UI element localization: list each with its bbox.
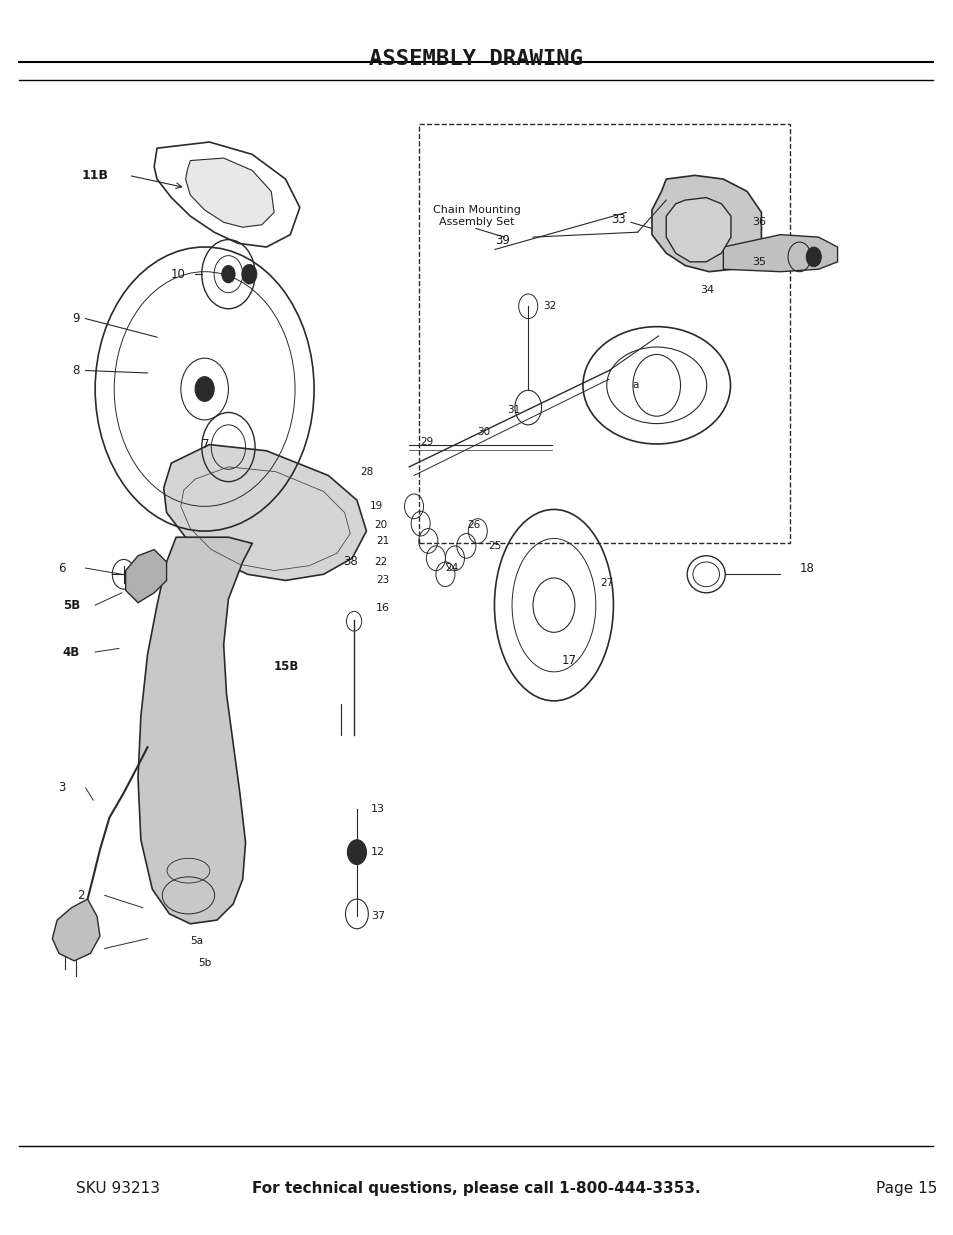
Polygon shape [651,175,760,272]
Text: 18: 18 [799,562,814,574]
Text: 33: 33 [611,214,625,226]
Text: 34: 34 [699,285,713,295]
Polygon shape [722,235,837,272]
Circle shape [195,377,213,401]
Text: 17: 17 [561,655,576,667]
Text: 19: 19 [369,501,382,511]
Text: For technical questions, please call 1-800-444-3353.: For technical questions, please call 1-8… [252,1181,700,1195]
Text: SKU 93213: SKU 93213 [76,1181,160,1195]
Text: 2: 2 [77,889,85,902]
Text: 24: 24 [445,563,458,573]
Polygon shape [164,445,366,580]
Text: 20: 20 [374,520,387,530]
Text: 27: 27 [600,578,613,588]
Text: 7: 7 [202,438,209,451]
Text: 39: 39 [495,235,509,247]
Text: 8: 8 [72,364,80,377]
Text: ASSEMBLY DRAWING: ASSEMBLY DRAWING [369,49,582,69]
Text: 36: 36 [751,217,765,227]
Polygon shape [186,158,274,227]
Circle shape [241,264,256,284]
Text: 15B: 15B [274,661,299,673]
Text: 32: 32 [543,301,557,311]
Text: 37: 37 [371,911,385,921]
Text: 5B: 5B [63,599,80,611]
Text: 5a: 5a [191,936,203,946]
Circle shape [221,266,234,283]
Text: 26: 26 [467,520,480,530]
Text: 12: 12 [371,847,385,857]
Polygon shape [52,899,100,961]
Text: 21: 21 [375,536,389,546]
Circle shape [805,247,821,267]
Text: Page 15: Page 15 [875,1181,936,1195]
Text: 4B: 4B [63,646,80,658]
Text: 23: 23 [375,576,389,585]
Text: 30: 30 [476,427,490,437]
Text: 9: 9 [72,312,80,325]
Text: a: a [632,380,639,390]
Text: Chain Mounting
Assembly Set: Chain Mounting Assembly Set [433,205,520,227]
Text: 28: 28 [359,467,373,477]
Text: 5b: 5b [198,958,211,968]
Text: 11B: 11B [82,169,109,182]
Text: 29: 29 [419,437,433,447]
Text: 10: 10 [171,268,186,280]
Text: 3: 3 [58,782,66,794]
Text: 1: 1 [77,942,85,955]
Text: 31: 31 [507,405,520,415]
Polygon shape [126,550,167,603]
Text: 13: 13 [371,804,385,814]
Text: 6: 6 [58,562,66,574]
Text: 35: 35 [751,257,765,267]
Text: 38: 38 [342,556,357,568]
Text: 16: 16 [375,603,390,613]
Polygon shape [665,198,730,262]
Text: 22: 22 [374,557,387,567]
Polygon shape [138,537,252,924]
Text: 25: 25 [488,541,501,551]
Circle shape [347,840,366,864]
